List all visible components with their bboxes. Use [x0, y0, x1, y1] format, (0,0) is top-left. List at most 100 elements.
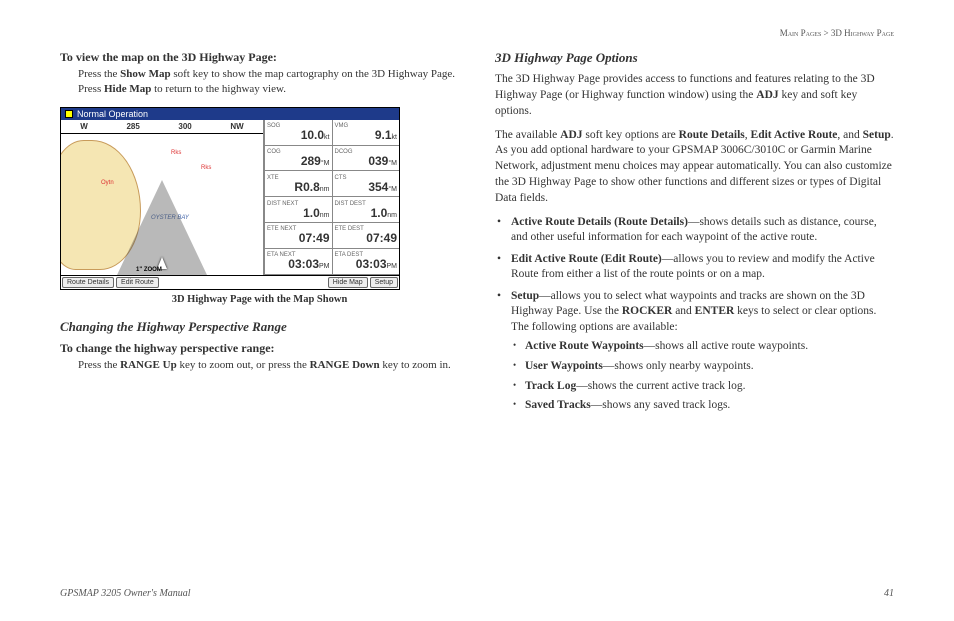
- map-marker-2: Rks: [201, 165, 211, 171]
- right-column: 3D Highway Page Options The 3D Highway P…: [495, 50, 894, 420]
- data-cell-eta-dest: ETA DEST03:03PM: [332, 249, 400, 275]
- sub4-b: Saved Tracks: [525, 399, 591, 411]
- footer-manual-title: GPSMAP 3205 Owner's Manual: [60, 588, 191, 599]
- compass-w: W: [80, 122, 88, 131]
- sub4-t: —shows any saved track logs.: [591, 399, 731, 411]
- softkey-setup[interactable]: Setup: [370, 277, 398, 288]
- data-cell-cts: CTS354°M: [332, 171, 400, 197]
- sub2-t: —shows only nearby waypoints.: [603, 360, 754, 372]
- cell-value: 03:03PM: [335, 258, 398, 270]
- map-marker-1: Rks: [171, 150, 181, 156]
- bul3-b3: ENTER: [695, 305, 735, 317]
- options-para-1: The 3D Highway Page provides access to f…: [495, 72, 894, 120]
- cell-value: 1.0nm: [267, 207, 330, 219]
- breadcrumb-sep: >: [821, 28, 831, 38]
- proc2-text-c: key to zoom in.: [380, 359, 451, 371]
- data-cell-dcog: DCOG039°M: [332, 146, 400, 172]
- bullet-edit-route: Edit Active Route (Edit Route)—allows yo…: [511, 252, 894, 283]
- content-columns: To view the map on the 3D Highway Page: …: [60, 50, 894, 420]
- breadcrumb-current: 3D Highway Page: [831, 28, 894, 38]
- sub-user-wpts: User Waypoints—shows only nearby waypoin…: [525, 359, 894, 375]
- cell-value: 03:03PM: [267, 258, 330, 270]
- sub1-b: Active Route Waypoints: [525, 340, 644, 352]
- titlebar-text: Normal Operation: [77, 109, 148, 119]
- cell-value: 07:49: [267, 232, 330, 244]
- data-row: COG289°MDCOG039°M: [264, 146, 399, 172]
- proc2-bold-1: RANGE Up: [120, 359, 177, 371]
- options-bullets: Active Route Details (Route Details) —sho…: [495, 215, 894, 414]
- sub1-t: —shows all active route waypoints.: [644, 340, 808, 352]
- breadcrumb: Main Pages > 3D Highway Page: [60, 28, 894, 38]
- softkey-bar: Route Details Edit Route Hide Map Setup: [61, 275, 399, 289]
- compass-n2: 300: [178, 122, 191, 131]
- breadcrumb-parent: Main Pages: [780, 28, 822, 38]
- sub-active-route-wpts: Active Route Waypoints—shows all active …: [525, 339, 894, 355]
- proc1-title: To view the map on the 3D Highway Page:: [60, 50, 459, 65]
- sub-track-log: Track Log—shows the current active track…: [525, 379, 894, 395]
- p2-b4: Setup: [863, 129, 891, 141]
- data-cell-ete-next: ETE NEXT07:49: [264, 223, 332, 249]
- data-cell-sog: SOG10.0kt: [264, 120, 332, 146]
- proc2-text-b: key to zoom out, or press the: [177, 359, 310, 371]
- map-area: W 285 300 NW OYSTER BAY Rks Rks Oytn 1" …: [61, 120, 264, 275]
- section-options: 3D Highway Page Options: [495, 50, 894, 66]
- data-row: ETE NEXT07:49ETE DEST07:49: [264, 223, 399, 249]
- proc1-text-c: to return to the highway view.: [151, 83, 286, 95]
- data-cell-ete-dest: ETE DEST07:49: [332, 223, 400, 249]
- bul1-b: Active Route Details (Route Details): [511, 216, 688, 228]
- sub-saved-tracks: Saved Tracks—shows any saved track logs.: [525, 398, 894, 414]
- compass-n1: 285: [126, 122, 139, 131]
- proc2-body: Press the RANGE Up key to zoom out, or p…: [78, 358, 459, 373]
- sub3-t: —shows the current active track log.: [576, 380, 745, 392]
- p2-b1: ADJ: [560, 129, 582, 141]
- bul3-b2: ROCKER: [622, 305, 672, 317]
- bul2-b: Edit Active Route (Edit Route): [511, 253, 662, 265]
- data-cell-cog: COG289°M: [264, 146, 332, 172]
- cell-value: 07:49: [335, 232, 398, 244]
- p2-d: , and: [837, 129, 862, 141]
- p2-b2: Route Details: [679, 129, 745, 141]
- proc2-title: To change the highway perspective range:: [60, 341, 459, 356]
- data-cell-dist-dest: DIST DEST1.0nm: [332, 197, 400, 223]
- bul3-t2: and: [672, 305, 694, 317]
- p2-b3: Edit Active Route: [751, 129, 838, 141]
- data-row: DIST NEXT1.0nmDIST DEST1.0nm: [264, 197, 399, 223]
- figure-titlebar: Normal Operation: [61, 108, 399, 120]
- figure-body: W 285 300 NW OYSTER BAY Rks Rks Oytn 1" …: [61, 120, 399, 275]
- softkey-edit-route[interactable]: Edit Route: [116, 277, 159, 288]
- proc1-bold-1: Show Map: [120, 68, 170, 80]
- bul3-b: Setup: [511, 290, 539, 302]
- data-row: SOG10.0ktVMG9.1kt: [264, 120, 399, 146]
- p2-b: soft key options are: [583, 129, 679, 141]
- proc1-text-a: Press the: [78, 68, 120, 80]
- proc1-bold-2: Hide Map: [104, 83, 151, 95]
- bullet-setup: Setup—allows you to select what waypoint…: [511, 289, 894, 414]
- cell-value: 039°M: [335, 155, 398, 167]
- screenshot-figure: Normal Operation W 285 300 NW OYSTER BAY…: [60, 107, 400, 290]
- softkey-hide-map[interactable]: Hide Map: [328, 277, 368, 288]
- cell-value: 354°M: [335, 181, 398, 193]
- map-marker-3: Oytn: [101, 180, 114, 186]
- sub3-b: Track Log: [525, 380, 576, 392]
- cell-value: R0.8nm: [267, 181, 330, 193]
- sub2-b: User Waypoints: [525, 360, 603, 372]
- data-cell-xte: XTER0.8nm: [264, 171, 332, 197]
- softkey-route-details[interactable]: Route Details: [62, 277, 114, 288]
- cell-value: 9.1kt: [335, 129, 398, 141]
- data-cell-dist-next: DIST NEXT1.0nm: [264, 197, 332, 223]
- zoom-label: 1" ZOOM: [136, 267, 162, 273]
- data-row: XTER0.8nmCTS354°M: [264, 171, 399, 197]
- page-footer: GPSMAP 3205 Owner's Manual 41: [60, 588, 894, 599]
- cell-value: 1.0nm: [335, 207, 398, 219]
- data-cell-eta-next: ETA NEXT03:03PM: [264, 249, 332, 275]
- proc2-bold-2: RANGE Down: [310, 359, 380, 371]
- setup-sub-bullets: Active Route Waypoints—shows all active …: [511, 339, 894, 413]
- p2-a: The available: [495, 129, 560, 141]
- cell-value: 10.0kt: [267, 129, 330, 141]
- cell-value: 289°M: [267, 155, 330, 167]
- softkey-gap: [160, 276, 327, 289]
- options-para-2: The available ADJ soft key options are R…: [495, 128, 894, 207]
- section-changing-range: Changing the Highway Perspective Range: [60, 319, 459, 335]
- proc2-text-a: Press the: [78, 359, 120, 371]
- figure-caption: 3D Highway Page with the Map Shown: [60, 294, 459, 305]
